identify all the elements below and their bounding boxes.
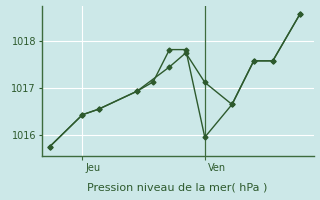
Text: Ven: Ven bbox=[208, 163, 226, 173]
Text: Pression niveau de la mer( hPa ): Pression niveau de la mer( hPa ) bbox=[87, 183, 268, 193]
Text: Jeu: Jeu bbox=[85, 163, 100, 173]
